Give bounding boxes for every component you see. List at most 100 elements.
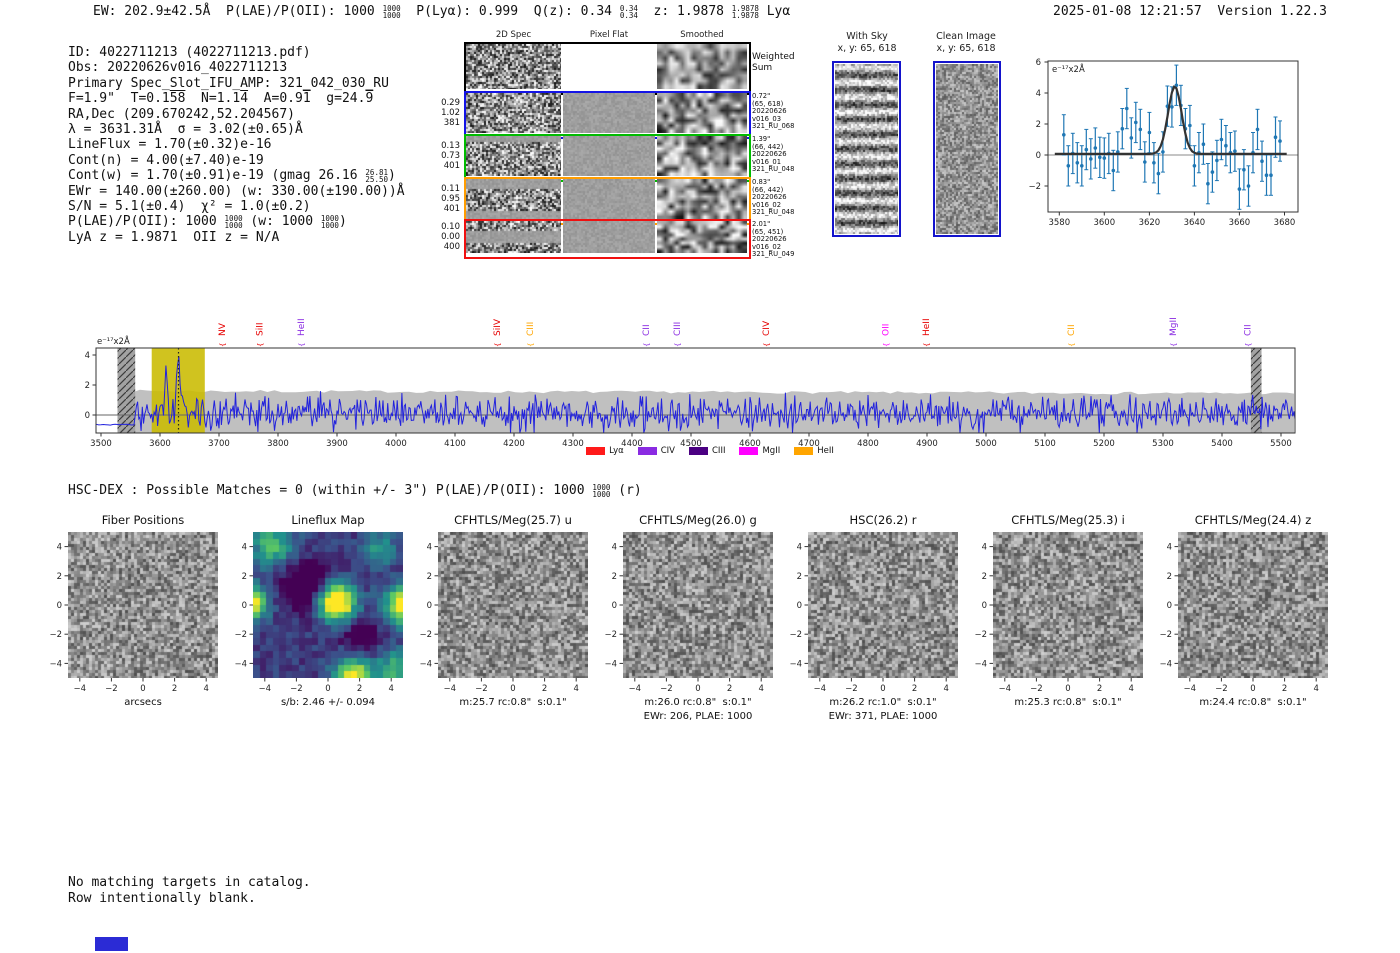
svg-text:{: {: [298, 343, 306, 347]
svg-text:CIII: CIII: [526, 322, 536, 336]
spec2d-2dspec-image: [466, 221, 561, 253]
svg-text:0: 0: [325, 684, 330, 694]
svg-text:HeII: HeII: [297, 318, 307, 336]
spec2d-pixelflat-image: [563, 221, 655, 253]
svg-text:MgII: MgII: [1169, 317, 1179, 336]
svg-text:−4: −4: [604, 659, 617, 669]
info-line: Cont(n) = 4.00(±7.40)e-19: [68, 152, 264, 168]
svg-text:3500: 3500: [90, 439, 112, 449]
svg-text:−4: −4: [419, 659, 432, 669]
svg-text:3900: 3900: [326, 439, 348, 449]
cutout-title: Lineflux Map: [291, 513, 365, 527]
svg-text:−4: −4: [49, 659, 62, 669]
svg-text:e⁻¹⁷x2Å: e⁻¹⁷x2Å: [97, 335, 130, 347]
svg-text:2: 2: [912, 684, 917, 694]
svg-text:3600: 3600: [149, 439, 171, 449]
spec2d-row-right-label: 0.72" (65, 618) 20220626 v016_03 321_RU_…: [752, 92, 795, 131]
svg-text:4000: 4000: [385, 439, 407, 449]
svg-text:2: 2: [85, 381, 90, 391]
svg-text:{: {: [494, 343, 502, 347]
svg-text:{: {: [527, 343, 535, 347]
svg-text:3640: 3640: [1184, 218, 1206, 228]
legend-label: MgII: [762, 446, 781, 456]
legend-swatch: [739, 447, 759, 455]
legend-label: HeII: [817, 446, 834, 456]
svg-text:4: 4: [797, 543, 802, 553]
svg-text:{: {: [219, 343, 227, 347]
svg-text:2: 2: [427, 572, 432, 582]
legend-label: CIII: [712, 446, 726, 456]
svg-text:0: 0: [427, 601, 432, 611]
cutout-image-gray: [808, 532, 958, 678]
with-sky-border: [832, 61, 901, 237]
legend-label: Lyα: [609, 446, 624, 456]
cutout-caption: m:26.2 rc:1.0" s:0.1": [829, 697, 937, 708]
svg-text:5300: 5300: [1152, 439, 1174, 449]
svg-text:2: 2: [1282, 684, 1287, 694]
svg-text:−2: −2: [1159, 630, 1172, 640]
cutout-caption: m:25.3 rc:0.8" s:0.1": [1014, 697, 1122, 708]
svg-text:−2: −2: [974, 630, 987, 640]
svg-text:CII: CII: [1243, 324, 1253, 336]
svg-text:0: 0: [1250, 684, 1255, 694]
spec2d-header-pixelflat: Pixel Flat: [589, 30, 629, 40]
svg-text:−4: −4: [234, 659, 247, 669]
svg-text:3800: 3800: [267, 439, 289, 449]
spec2d-header-2dspec: 2D Spec: [495, 30, 532, 40]
legend-label: CIV: [660, 446, 675, 456]
svg-text:−4: −4: [444, 684, 457, 694]
spec2d-pixelflat-image: [563, 93, 655, 133]
svg-text:5500: 5500: [1270, 439, 1292, 449]
svg-text:CII: CII: [1067, 324, 1077, 336]
legend-item: Lyα: [586, 446, 624, 456]
svg-text:6: 6: [1036, 58, 1041, 68]
svg-text:−2: −2: [1028, 182, 1041, 192]
svg-text:−4: −4: [74, 684, 87, 694]
spec2d-row-right-label: 1.39" (66, 442) 20220626 v016_01 321_RU_…: [752, 135, 795, 174]
svg-text:4: 4: [573, 684, 578, 694]
spec2d-smoothed-image: [657, 136, 747, 176]
info-line: λ = 3631.31Å σ = 3.02(±0.65)Å: [68, 122, 303, 138]
svg-text:CII: CII: [642, 324, 652, 336]
spec2d-pixelflat-image: [563, 136, 655, 176]
info-line: LineFlux = 1.70(±0.32)e-16: [68, 137, 272, 153]
emission-line-markers: NV {SiII {HeII {SiIV {CIII {CII {CIII {CIV {OII {…: [218, 317, 1254, 347]
info-line: LyA z = 1.9871 OII z = N/A: [68, 229, 280, 245]
svg-text:NV: NV: [218, 322, 228, 336]
info-line: EWr = 140.00(±260.00) (w: 330.00(±190.00…: [68, 183, 405, 199]
svg-text:−2: −2: [105, 684, 118, 694]
spec2d-row-left-label: 0.11 0.95 401: [441, 184, 460, 214]
info-line: Obs: 20220626v016_4022711213: [68, 60, 288, 76]
svg-text:3700: 3700: [208, 439, 230, 449]
svg-text:3660: 3660: [1229, 218, 1251, 228]
header-summary: EW: 202.9±42.5Å P(LAE)/P(OII): 1000 1000…: [93, 4, 791, 20]
svg-text:4200: 4200: [503, 439, 525, 449]
svg-text:−4: −4: [1184, 684, 1197, 694]
svg-text:4: 4: [427, 543, 432, 553]
svg-text:4: 4: [85, 351, 90, 361]
cutout-image-gray: [623, 532, 773, 678]
spectrum-legend: Lyα CIV CIII MgII HeII: [545, 446, 875, 456]
svg-text:SiIV: SiIV: [493, 318, 503, 336]
legend-swatch: [794, 447, 814, 455]
spec2d-header-smoothed: Smoothed: [680, 30, 724, 40]
cutout-caption-2: EWr: 206, PLAE: 1000: [643, 711, 753, 722]
svg-text:2: 2: [57, 572, 62, 582]
svg-text:−2: −2: [845, 684, 858, 694]
spec2d-smoothed-image: [657, 221, 747, 253]
cutout-image-fiber: [68, 532, 218, 678]
zoom-plot: 3580 3600 3620 3640 3660 3680 −2 0 2 4 6 e⁻¹⁷x2Å: [1028, 58, 1299, 228]
svg-text:e⁻¹⁷x2Å: e⁻¹⁷x2Å: [1052, 63, 1085, 75]
svg-text:{: {: [763, 343, 771, 347]
svg-text:0: 0: [140, 684, 145, 694]
legend-swatch: [689, 447, 708, 455]
svg-text:2: 2: [727, 684, 732, 694]
cutout-caption-2: EWr: 371, PLAE: 1000: [828, 711, 938, 722]
svg-text:{: {: [1170, 343, 1178, 347]
legend-swatch: [586, 447, 606, 455]
svg-text:4: 4: [203, 684, 208, 694]
legend-item: MgII: [739, 446, 780, 456]
clean-image-subtitle: x, y: 65, 618: [936, 42, 996, 54]
full-spectrum-plot: 3500 3600 3700 3800 3900 4000 4100 4200 4300 4400…: [85, 317, 1296, 449]
clean-image-title-text: Clean Image: [936, 31, 996, 42]
